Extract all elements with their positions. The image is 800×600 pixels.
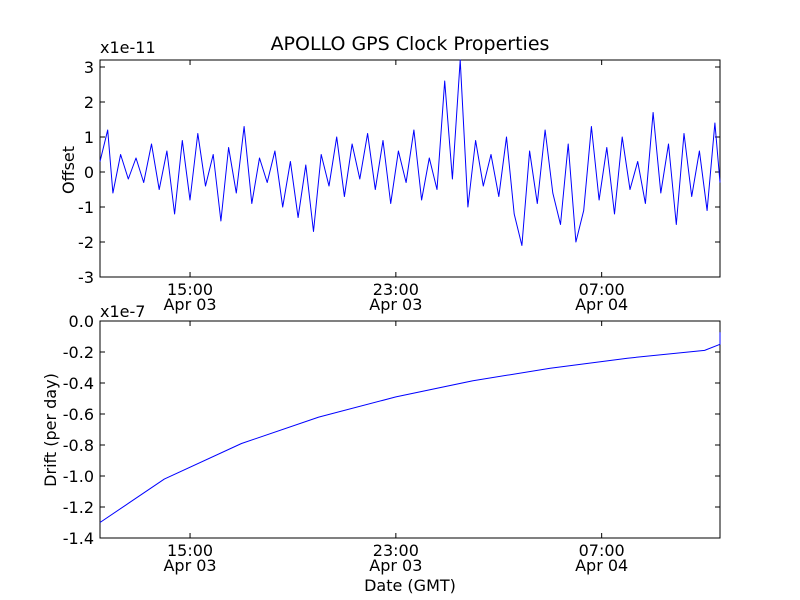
drift-panel: x1e-7 Drift (per day) -1.4 -1.2 -1.0 -0.8 -0… [41,302,721,595]
drift-xtick-date-label: Apr 03 [369,556,422,575]
offset-series-line [99,59,721,246]
drift-xtick-time-label: 07:00 [579,541,625,560]
drift-ytick-label: 0.0 [69,312,94,331]
drift-xtick-date-label: Apr 04 [575,556,628,575]
drift-series [99,332,721,523]
offset-ytick-label: 2 [84,93,94,112]
drift-ytick-label: -0.8 [63,436,94,455]
offset-ytick-label: 1 [84,128,94,147]
drift-xtick-time-label: 15:00 [167,541,213,560]
offset-ytick-label: -2 [78,233,94,252]
drift-ytick-label: -0.2 [63,343,94,362]
drift-scale-label: x1e-7 [100,302,145,321]
drift-ytick-label: -1.2 [63,498,94,517]
drift-xtick-date-label: Apr 03 [163,556,216,575]
drift-ytick-label: -0.4 [63,374,94,393]
drift-xtick-time-label: 23:00 [373,541,419,560]
offset-axes-frame [99,59,721,278]
offset-ytick-label: -1 [78,198,94,217]
drift-ytick-label: -1.0 [63,467,94,486]
drift-ytick-label: -1.4 [63,529,94,548]
offset-ytick-label: -3 [78,268,94,287]
offset-scale-label: x1e-11 [100,38,156,57]
drift-axes-frame [99,320,721,539]
offset-ytick-label: 3 [84,58,94,77]
offset-series [99,59,721,246]
offset-y-axis-label: Offset [59,146,78,194]
offset-y-ticks: -3 -2 -1 0 1 2 3 [78,58,720,287]
offset-xtick-time-label: 07:00 [579,280,625,299]
offset-xtick-date-label: Apr 03 [369,295,422,314]
chart-title: APOLLO GPS Clock Properties [271,33,550,55]
drift-series-line [99,332,721,523]
drift-y-axis-label: Drift (per day) [41,373,60,487]
offset-ytick-label: 0 [84,163,94,182]
offset-xtick-date-label: Apr 04 [575,295,628,314]
offset-xtick-time-label: 15:00 [167,280,213,299]
offset-xtick-date-label: Apr 03 [163,295,216,314]
drift-x-axis-label: Date (GMT) [364,576,456,595]
drift-ytick-label: -0.6 [63,405,94,424]
offset-xtick-time-label: 23:00 [373,280,419,299]
drift-y-ticks: -1.4 -1.2 -1.0 -0.8 -0.6 -0.4 -0.2 0.0 [63,312,720,548]
